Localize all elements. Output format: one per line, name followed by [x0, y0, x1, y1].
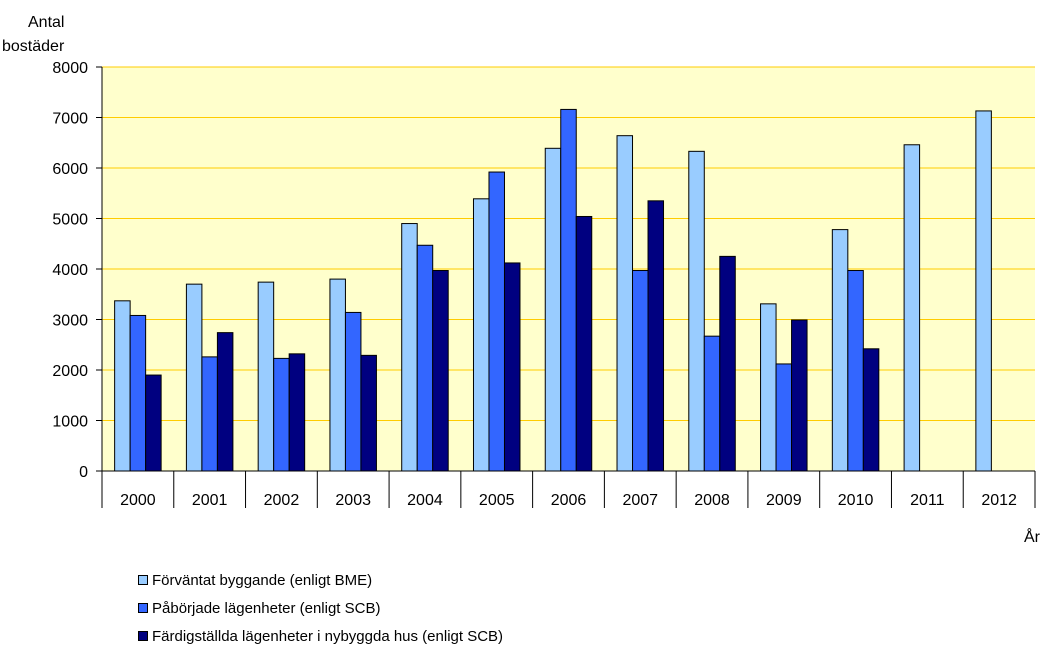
- bar: [791, 319, 808, 472]
- x-tick-label: 2002: [264, 492, 300, 509]
- y-axis-label-line2: bostäder: [2, 38, 65, 55]
- bar: [488, 171, 505, 472]
- legend-swatch: [138, 575, 148, 585]
- bar: [360, 354, 377, 472]
- y-tick-label: 7000: [52, 111, 88, 128]
- bar: [416, 244, 434, 472]
- x-tick-label: 2008: [694, 492, 730, 509]
- legend-label: Förväntat byggande (enligt BME): [152, 571, 373, 589]
- y-tick-label: 8000: [52, 60, 88, 77]
- bar: [703, 335, 721, 472]
- x-tick-label: 2004: [407, 492, 443, 509]
- bar: [288, 353, 306, 472]
- bar: [719, 255, 736, 472]
- x-tick-label: 2012: [981, 492, 1017, 509]
- x-tick-label: 2007: [622, 492, 658, 509]
- bar: [688, 150, 705, 472]
- legend-item: Påbörjade lägenheter (enligt SCB): [138, 594, 503, 622]
- bar: [847, 270, 864, 472]
- bar: [201, 356, 218, 472]
- bar: [329, 278, 346, 472]
- legend-label: Färdigställda lägenheter i nybyggda hus …: [152, 627, 504, 645]
- y-axis-label-line1: Antal: [28, 14, 64, 31]
- legend-swatch: [138, 603, 148, 613]
- bar: [273, 357, 290, 472]
- bar: [503, 262, 521, 472]
- legend-item: Förväntat byggande (enligt BME): [138, 566, 503, 594]
- x-tick-label: 2010: [838, 492, 874, 509]
- bar: [216, 332, 234, 472]
- bar: [257, 281, 275, 472]
- x-tick-label: 2006: [551, 492, 587, 509]
- bar: [472, 198, 490, 472]
- bar: [544, 147, 562, 472]
- bar: [185, 283, 203, 472]
- bar: [862, 348, 880, 472]
- bar: [975, 110, 992, 472]
- bar: [560, 108, 577, 472]
- x-tick-label: 2009: [766, 492, 802, 509]
- bar: [831, 229, 849, 472]
- bar-chart-svg: Antal bostäder År 0 1000 2000 3000 4000 5000 6…: [2, 14, 1041, 546]
- x-tick-label: 2011: [910, 492, 945, 509]
- bar: [632, 270, 649, 472]
- y-tick-label: 1000: [52, 414, 88, 431]
- y-tick-label: 5000: [52, 212, 88, 229]
- bar: [114, 300, 131, 472]
- legend-swatch: [138, 631, 148, 641]
- bar: [145, 374, 162, 472]
- x-tick-label: 2003: [335, 492, 371, 509]
- bar: [903, 144, 921, 472]
- y-tick-label: 2000: [52, 363, 88, 380]
- bar: [575, 215, 593, 472]
- bar: [775, 363, 793, 472]
- y-tick-label: 0: [79, 464, 88, 481]
- bar: [760, 303, 777, 472]
- x-tick-label: 2001: [192, 492, 228, 509]
- x-axis-label: År: [1024, 527, 1041, 546]
- y-tick-label: 6000: [52, 161, 88, 178]
- x-tick-label: 2000: [120, 492, 156, 509]
- bar: [432, 270, 449, 472]
- x-tick-label: 2005: [479, 492, 515, 509]
- bar: [344, 311, 362, 472]
- legend-label: Påbörjade lägenheter (enligt SCB): [152, 599, 381, 617]
- bar: [401, 223, 418, 472]
- y-tick-label: 4000: [52, 262, 88, 279]
- y-tick-label: 3000: [52, 313, 88, 330]
- bar: [616, 135, 634, 472]
- bar: [647, 200, 665, 472]
- legend: Förväntat byggande (enligt BME) Påbörjade…: [138, 566, 503, 650]
- bar: [129, 314, 147, 472]
- legend-item: Färdigställda lägenheter i nybyggda hus …: [138, 622, 503, 650]
- chart: Antal bostäder År 0 1000 2000 3000 4000 5000 6…: [2, 14, 1041, 645]
